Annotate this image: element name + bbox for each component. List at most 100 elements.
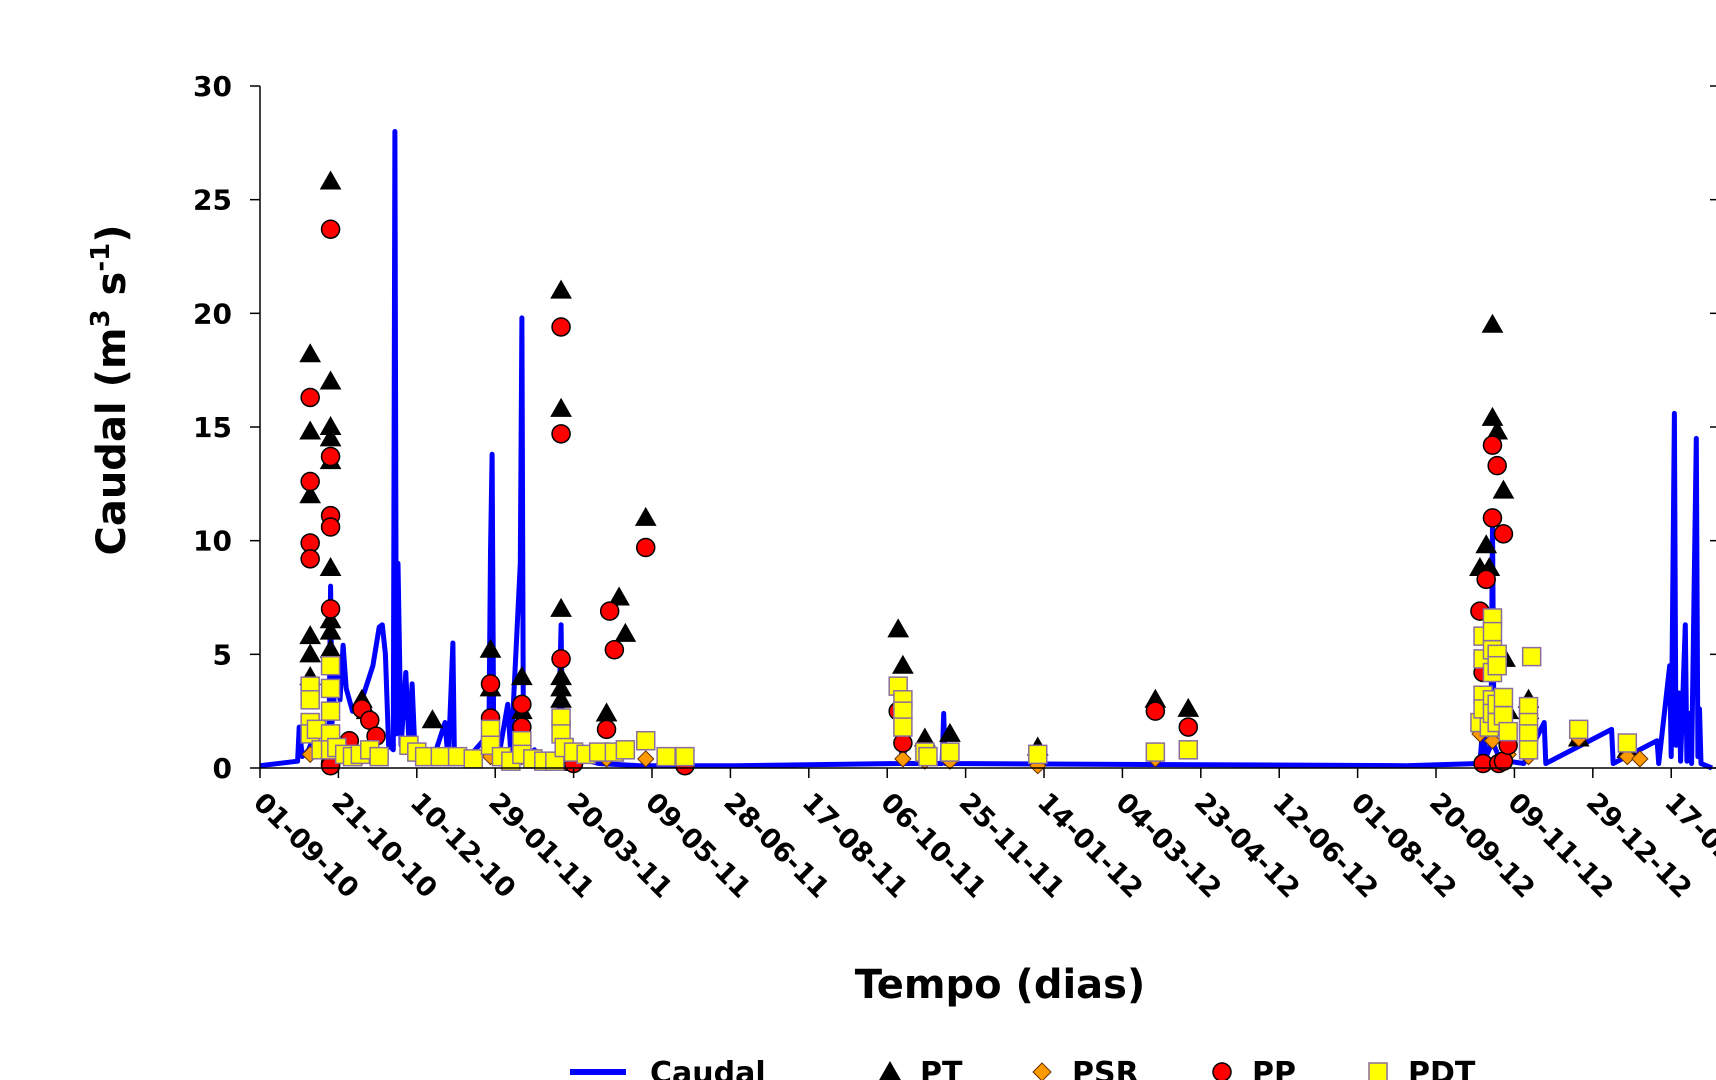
- point-pp: [480, 674, 501, 694]
- point-pdt: [1178, 740, 1199, 760]
- point-pt: [595, 702, 618, 722]
- point-pt: [319, 370, 342, 390]
- point-pdt: [656, 746, 676, 767]
- point-pdt: [893, 717, 913, 737]
- point-pdt: [369, 746, 389, 767]
- point-pp: [551, 317, 571, 337]
- point-pt: [1177, 697, 1200, 717]
- y-tick-label: 10: [193, 525, 232, 558]
- point-pdt: [1518, 740, 1539, 760]
- point-pdt: [1482, 621, 1503, 642]
- point-pdt: [320, 701, 341, 721]
- point-pdt: [1487, 655, 1507, 676]
- legend-item-psr: PSR: [1032, 1056, 1139, 1080]
- point-pt: [1481, 313, 1504, 333]
- legend-item-pt: PT: [879, 1056, 963, 1080]
- point-pp: [604, 640, 625, 660]
- point-pp: [320, 517, 341, 537]
- legend: Caudal PT PSR PP PDT: [570, 1056, 1476, 1080]
- point-pt: [319, 638, 342, 658]
- point-pt: [319, 427, 342, 447]
- point-pt: [479, 638, 502, 658]
- point-pdt: [320, 678, 341, 699]
- x-tick-labels: 01-09-1021-10-1010-12-1029-01-1120-03-11…: [247, 787, 1716, 904]
- legend-item-pdt: PDT: [1368, 1056, 1476, 1080]
- point-pt: [550, 597, 572, 617]
- point-pp: [1476, 569, 1496, 590]
- y-tick-labels: 0 5 10 15 20 25 30: [193, 70, 232, 785]
- point-pdt: [1617, 733, 1638, 753]
- point-pdt: [1521, 646, 1542, 667]
- point-pdt: [1145, 742, 1166, 762]
- point-pt: [299, 343, 322, 363]
- point-pp: [320, 599, 341, 619]
- point-pp: [596, 719, 617, 740]
- legend-swatch-pp: [1212, 1062, 1232, 1080]
- point-pt: [299, 484, 322, 504]
- legend-label: PDT: [1408, 1056, 1476, 1080]
- point-pt: [550, 279, 572, 299]
- y-tick-label: 20: [193, 297, 232, 330]
- point-pt: [319, 556, 342, 576]
- point-pp: [320, 446, 341, 467]
- point-pdt: [320, 655, 341, 676]
- legend-label: Caudal: [650, 1056, 766, 1080]
- point-pt: [319, 170, 342, 190]
- point-pp: [320, 219, 341, 239]
- point-pt: [550, 688, 572, 708]
- point-psr: [894, 750, 912, 768]
- point-pdt: [300, 690, 320, 710]
- legend-swatch-pt: [879, 1060, 901, 1080]
- legend-swatch-psr: [1032, 1062, 1052, 1080]
- point-pdt: [615, 740, 636, 760]
- point-pp: [551, 424, 571, 444]
- point-pp: [1482, 435, 1503, 455]
- legend-swatch-pdt: [1368, 1062, 1388, 1080]
- chart-marks: [259, 129, 1713, 776]
- point-pdt: [1568, 719, 1589, 740]
- point-pt: [299, 420, 322, 440]
- point-pdt: [940, 742, 960, 762]
- point-pt: [299, 643, 322, 663]
- point-pt: [1481, 406, 1504, 426]
- point-pdt: [675, 746, 695, 767]
- point-pt: [550, 397, 572, 417]
- point-pp: [551, 649, 571, 669]
- legend-item-caudal: Caudal: [570, 1056, 766, 1080]
- legend-label: PP: [1252, 1056, 1296, 1080]
- point-pp: [635, 537, 656, 558]
- point-pt: [1475, 534, 1498, 554]
- point-psr: [1631, 750, 1649, 768]
- point-pdt: [463, 749, 484, 769]
- y-tick-label: 5: [213, 638, 232, 671]
- point-pp: [599, 601, 620, 621]
- point-pt: [511, 666, 533, 686]
- point-pdt: [918, 746, 938, 767]
- y-tick-label: 25: [193, 184, 232, 217]
- y-axis-title: Caudal (m3 s-1): [86, 224, 135, 555]
- axes: [250, 85, 1716, 778]
- series-pdt: [300, 608, 1638, 771]
- point-pt: [608, 586, 630, 606]
- point-pp: [512, 694, 532, 715]
- point-pt: [634, 506, 657, 526]
- y-tick-label: 30: [193, 70, 232, 103]
- legend-label: PSR: [1072, 1056, 1139, 1080]
- point-pdt: [635, 730, 656, 751]
- legend-item-pp: PP: [1212, 1056, 1296, 1080]
- y-tick-label: 0: [213, 752, 232, 785]
- point-pp: [1493, 524, 1514, 544]
- point-pt: [614, 622, 637, 642]
- legend-label: PT: [920, 1056, 963, 1080]
- point-pt: [299, 625, 322, 645]
- point-psr: [637, 750, 655, 768]
- point-pt: [421, 709, 444, 729]
- point-pdt: [430, 746, 451, 767]
- point-pp: [1178, 717, 1199, 737]
- x-axis-title: Tempo (dias): [855, 962, 1146, 1008]
- point-pdt: [1493, 687, 1514, 708]
- point-pp: [300, 549, 320, 569]
- point-pp: [1487, 455, 1507, 476]
- series-pt: [299, 170, 1639, 758]
